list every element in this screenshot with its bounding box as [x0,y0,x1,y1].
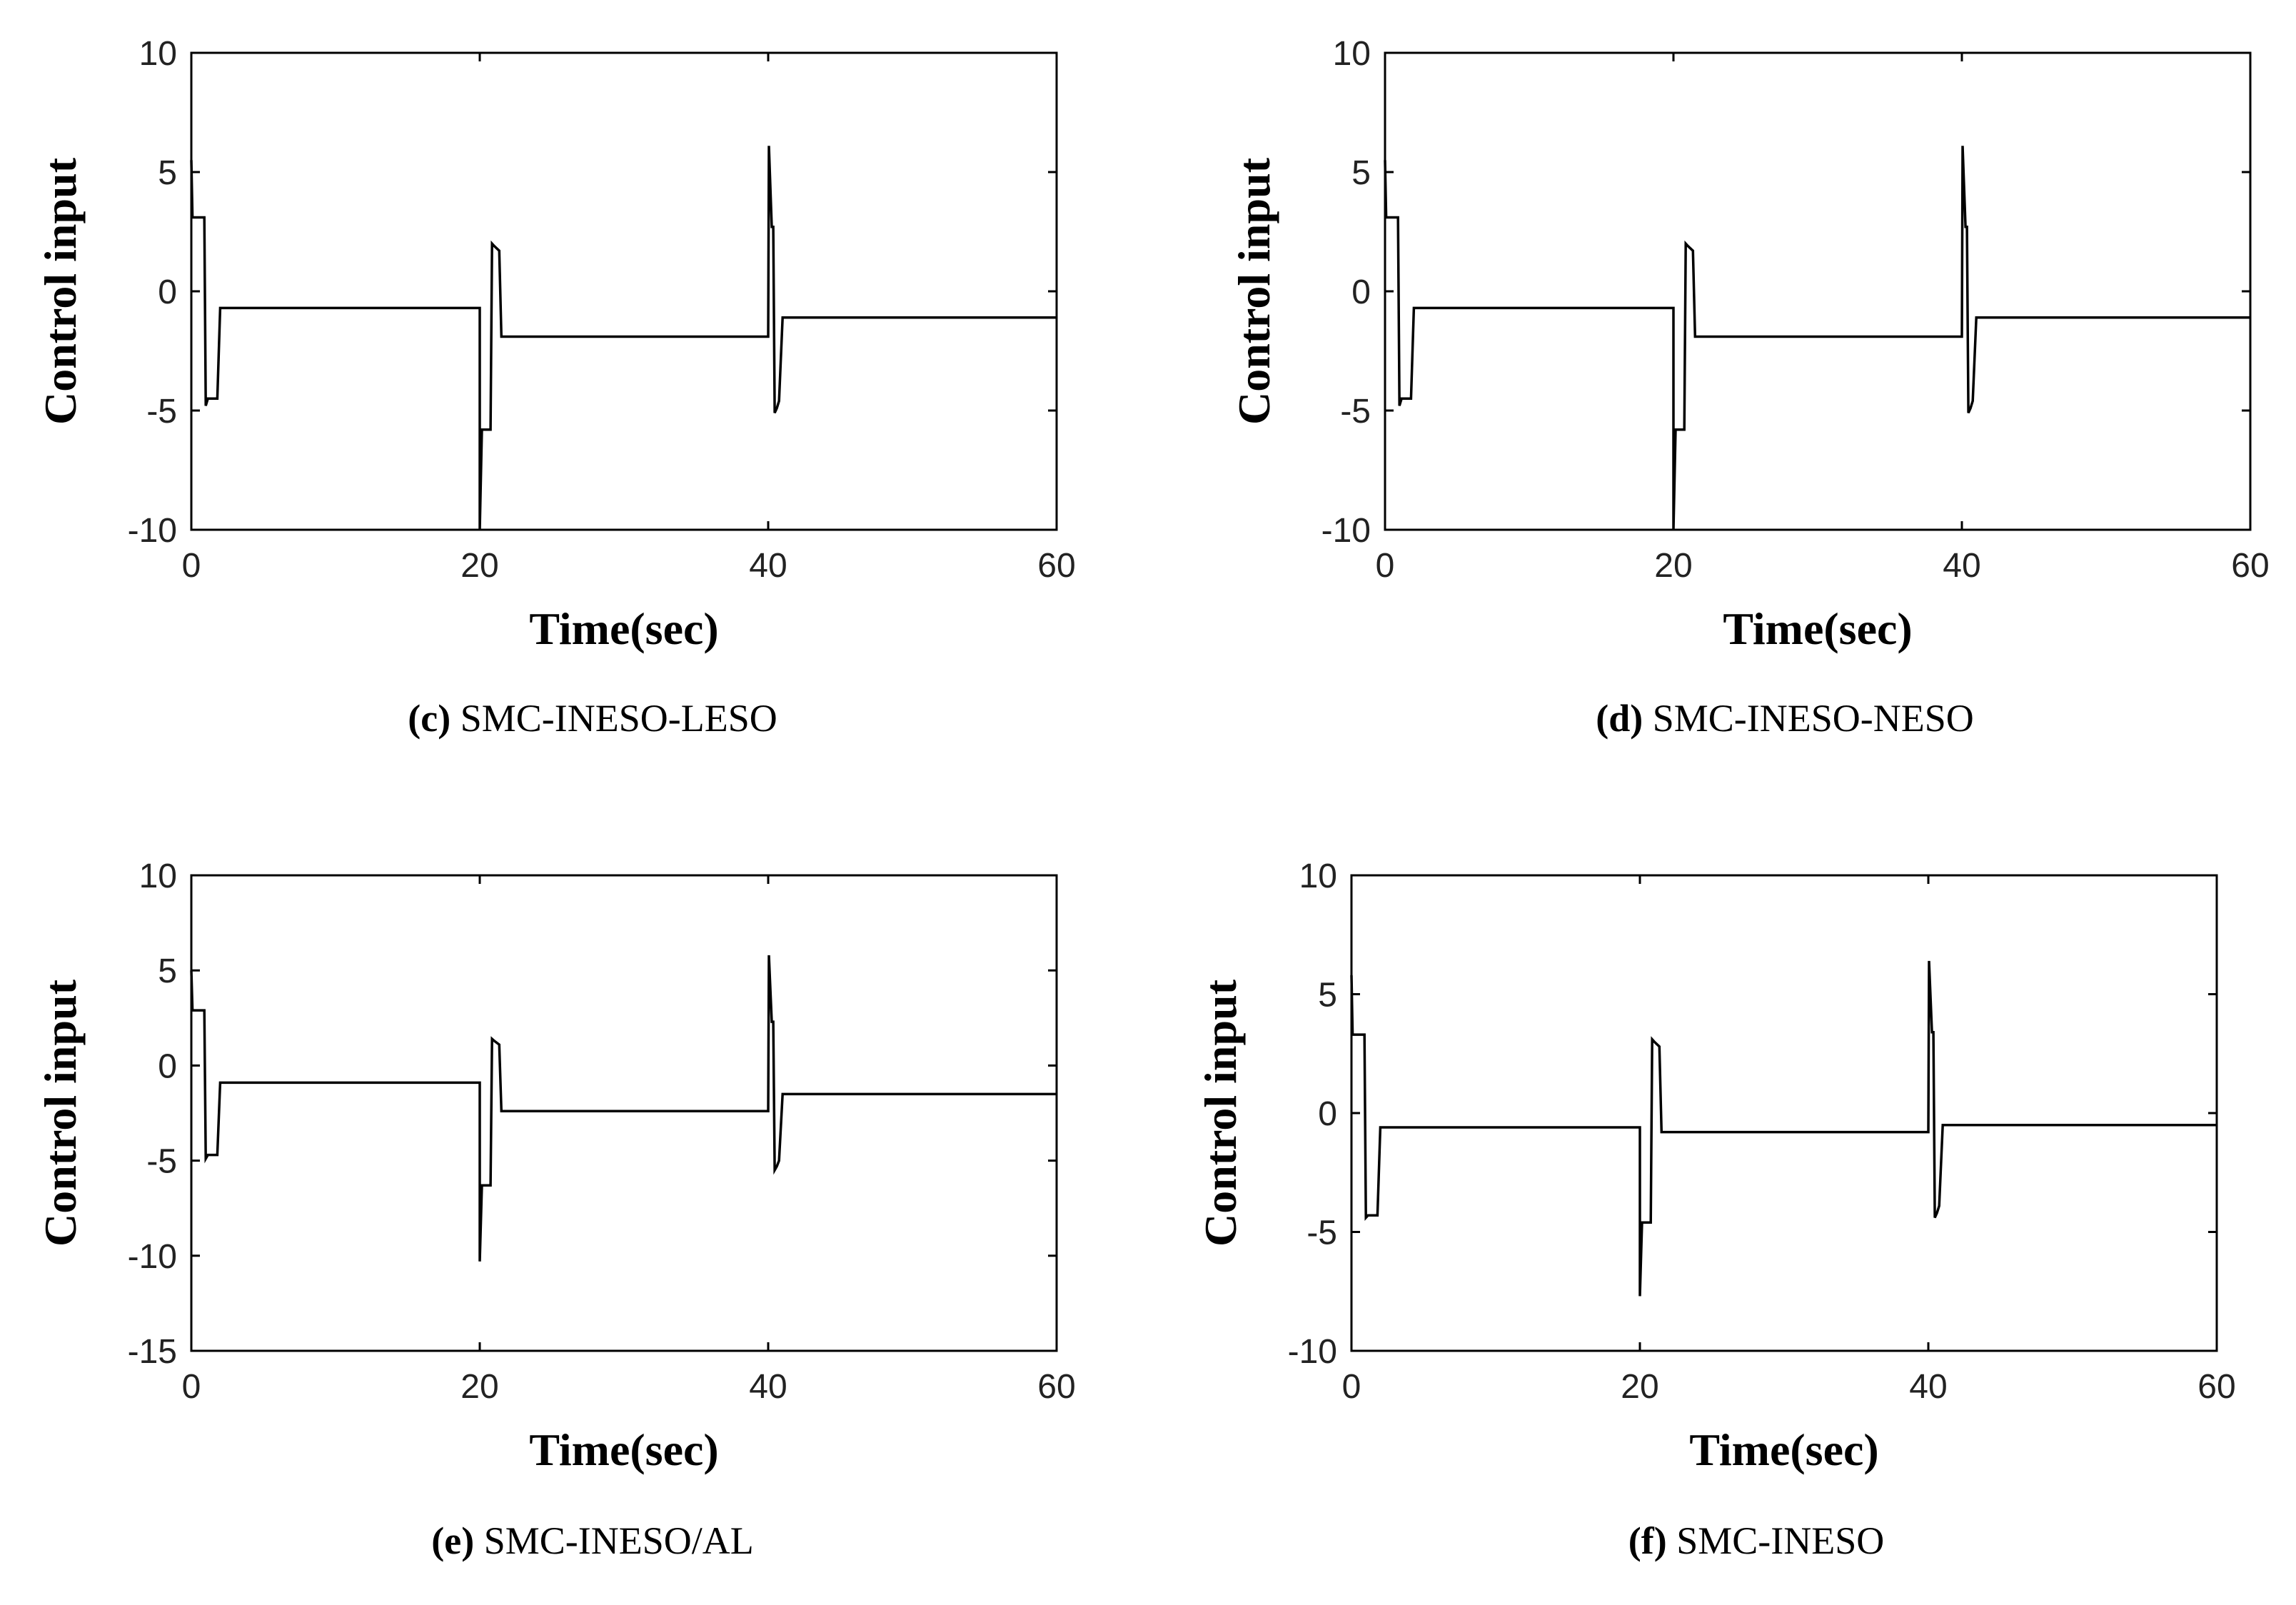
y-tick-label: -5 [146,393,177,431]
caption-letter: (e) [431,1519,483,1562]
panel-caption: (f) SMC-INESO [1628,1519,1885,1562]
x-tick-label: 40 [1943,547,1980,585]
y-tick-label: 5 [1351,154,1371,192]
x-axis-label: Time(sec) [1723,603,1912,654]
x-tick-label: 20 [460,547,498,585]
chart-panel-e: 0 20 40 60 -15 -10 -5 0 5 10 Time(sec) Control inpu… [35,857,1076,1562]
y-tick-label: -5 [146,1143,177,1181]
caption-text: SMC-INESO [1676,1519,1884,1562]
series-line-control-input [190,146,1057,530]
chart-panel-c: 0 20 40 60 -10 -5 0 5 10 Time(sec) Control input (c… [35,35,1076,740]
series-line-control-input [1384,146,2250,530]
x-axis-label: Time(sec) [529,603,718,654]
y-tick-label: 5 [158,952,177,990]
x-axis-label: Time(sec) [1689,1424,1878,1475]
plot-frame [1384,51,2252,531]
x-tick-label: 20 [460,1368,498,1406]
y-tick-label: 0 [158,273,177,311]
y-tick-label: 10 [139,857,177,895]
caption-text: SMC-INESO/AL [484,1519,754,1562]
y-tick-label: -15 [128,1333,177,1371]
y-tick-label: 0 [158,1047,177,1085]
x-tick-label: 0 [1376,547,1395,585]
plot-frame [190,874,1058,1352]
x-tick-label: 60 [1037,1368,1075,1406]
y-tick-label: -10 [128,1238,177,1276]
x-tick-label: 0 [182,547,201,585]
y-tick-label: 10 [139,35,177,73]
series-line-control-input [190,955,1057,1262]
y-axis-label: Control input [1229,157,1279,425]
x-tick-label: 20 [1654,547,1692,585]
y-tick-label: 5 [1318,977,1337,1015]
series-line-control-input [1350,960,2217,1297]
x-tick-label: 60 [2197,1368,2235,1406]
caption-letter: (c) [408,697,460,740]
x-tick-label: 0 [182,1368,201,1406]
panel-caption: (c) SMC-INESO-LESO [408,697,777,740]
y-tick-label: 5 [158,154,177,192]
x-tick-label: 40 [749,547,787,585]
x-tick-label: 60 [2231,547,2269,585]
y-tick-label: -5 [1340,393,1371,431]
x-tick-label: 40 [1909,1368,1947,1406]
y-tick-label: 10 [1333,35,1371,73]
y-axis-label: Control input [1195,979,1246,1247]
x-axis-label: Time(sec) [529,1424,718,1475]
panel-caption: (e) SMC-INESO/AL [431,1519,753,1562]
y-tick-label: -10 [128,512,177,550]
x-tick-label: 40 [749,1368,787,1406]
chart-panel-f: 0 20 40 60 -10 -5 0 5 10 Time(sec) Control input (f… [1195,857,2236,1562]
y-axis-label: Control input [35,157,86,425]
y-tick-label: 0 [1318,1095,1337,1133]
caption-text: SMC-INESO-NESO [1653,697,1974,740]
chart-panel-d: 0 20 40 60 -10 -5 0 5 10 Time(sec) Control input (d… [1229,35,2270,740]
y-tick-label: 10 [1299,857,1337,895]
caption-letter: (d) [1596,697,1653,740]
y-tick-label: -10 [1288,1333,1337,1371]
panel-caption: (d) SMC-INESO-NESO [1596,697,1974,740]
caption-text: SMC-INESO-LESO [460,697,777,740]
caption-letter: (f) [1628,1519,1676,1562]
y-tick-label: -5 [1306,1214,1337,1252]
plot-frame [190,51,1058,531]
x-tick-label: 20 [1621,1368,1658,1406]
x-tick-label: 0 [1342,1368,1361,1406]
plot-frame [1350,874,2218,1352]
x-tick-label: 60 [1037,547,1075,585]
y-axis-label: Control input [35,979,86,1247]
y-tick-label: -10 [1321,512,1371,550]
y-tick-label: 0 [1351,273,1371,311]
